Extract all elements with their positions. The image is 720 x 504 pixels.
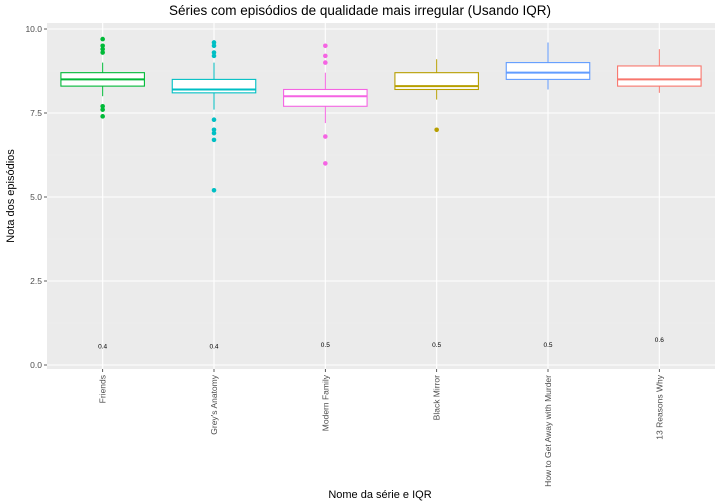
y-tick-label: 0.0	[30, 360, 42, 370]
outlier-point	[211, 40, 217, 45]
boxplot-13-reasons-why	[617, 49, 702, 93]
boxplot-friends	[60, 36, 145, 119]
outlier-point	[211, 127, 217, 133]
iqr-value-label: 0.6	[655, 337, 664, 344]
chart-title: Séries com episódios de qualidade mais i…	[169, 3, 551, 18]
outlier-point	[100, 114, 105, 119]
outlier-point	[211, 130, 217, 136]
outlier-point	[100, 50, 105, 55]
outlier-point	[100, 107, 105, 112]
y-tick-label: 2.5	[30, 276, 42, 286]
outlier-point	[100, 46, 105, 52]
x-tick-label: 13 Reasons Why	[654, 374, 664, 439]
outlier-point	[434, 127, 439, 133]
iqr-box	[171, 78, 257, 94]
boxplot-how-to-get-away-with-murder	[505, 42, 591, 90]
x-tick-label: Friends	[98, 375, 108, 403]
boxplots	[60, 36, 702, 193]
outlier-point	[100, 43, 105, 49]
y-tick-label: 7.5	[30, 108, 42, 118]
iqr-box	[283, 88, 368, 107]
y-tick-label: 10.0	[25, 24, 42, 34]
outlier-point	[100, 36, 105, 42]
x-tick-label: Modern Family	[320, 374, 330, 431]
outlier-point	[211, 50, 217, 55]
outlier-point	[323, 134, 328, 139]
iqr-labels: 0.4 0.4 0.5 0.5 0.5 0.6	[98, 337, 664, 351]
x-axis-title: Nome da série e IQR	[328, 489, 431, 501]
iqr-box	[617, 65, 702, 87]
y-axis-title: Nota dos episódios	[5, 149, 17, 243]
outlier-point	[323, 161, 328, 166]
outlier-point	[100, 103, 105, 109]
x-tick-label: Grey's Anatomy	[209, 374, 219, 434]
x-tick-label: Black Mirror	[432, 375, 442, 421]
outlier-point	[323, 60, 328, 65]
iqr-value-label: 0.5	[543, 342, 552, 349]
boxplot-grey-s-anatomy	[171, 40, 257, 193]
x-axis: Friends Grey's Anatomy Modern Family Black …	[98, 369, 664, 487]
outlier-point	[211, 187, 217, 193]
outlier-point	[323, 53, 328, 59]
outlier-point	[323, 43, 328, 49]
minor-gridlines	[47, 70, 715, 324]
iqr-value-label: 0.4	[98, 344, 107, 351]
iqr-value-label: 0.5	[432, 342, 441, 349]
x-tick-label: How to Get Away with Murder	[543, 375, 553, 487]
iqr-box	[505, 62, 591, 80]
outlier-point	[211, 53, 217, 59]
iqr-value-label: 0.5	[321, 342, 330, 349]
plot-panel	[47, 23, 715, 369]
outlier-point	[211, 117, 217, 123]
y-tick-label: 5.0	[30, 192, 42, 202]
outlier-point	[211, 43, 217, 49]
outlier-point	[211, 137, 217, 143]
boxplot-modern-family	[283, 43, 368, 166]
boxplot-black-mirror	[394, 59, 479, 133]
y-axis: 0.0 2.5 5.0 7.5 10.0	[25, 24, 47, 370]
iqr-value-label: 0.4	[209, 344, 218, 351]
